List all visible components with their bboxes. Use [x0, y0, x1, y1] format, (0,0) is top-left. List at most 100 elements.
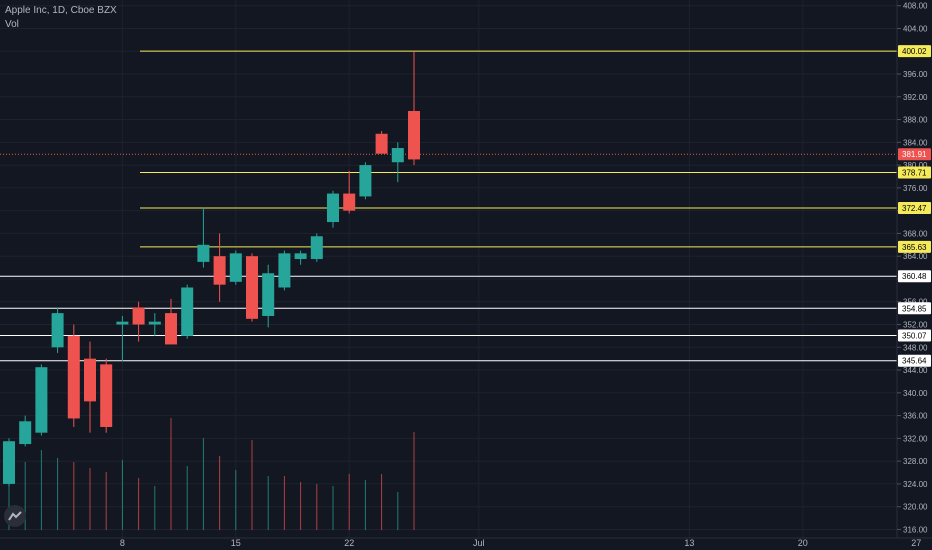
candle-body: [197, 244, 210, 262]
time-tick-label: 15: [231, 538, 241, 548]
price-tick-label: 388.00: [903, 116, 928, 125]
volume-bar: [219, 456, 221, 530]
tradingview-logo-icon[interactable]: [4, 505, 26, 527]
price-tick-label: 336.00: [903, 412, 928, 421]
candle-body: [359, 165, 372, 197]
candle-body: [84, 358, 96, 402]
support-price-label-bg: [898, 240, 931, 253]
volume-bar: [170, 418, 172, 530]
candle-body: [229, 253, 242, 282]
candle-body: [51, 313, 64, 348]
symbol-title: Apple Inc, 1D, Cboe BZX: [5, 5, 117, 16]
time-tick-label: 27: [911, 538, 921, 548]
volume-bar: [364, 480, 366, 530]
volume-bar: [105, 472, 107, 530]
candle-body: [262, 273, 275, 316]
price-tick-label: 324.00: [903, 480, 928, 489]
price-tick-label: 352.00: [903, 321, 928, 330]
volume-bar: [300, 482, 302, 530]
price-tick-label: 316.00: [903, 525, 928, 534]
level-price-label: 354.85: [902, 304, 927, 313]
chart-legend: Apple Inc, 1D, Cboe BZX Vol: [5, 4, 117, 32]
price-tick-label: 392.00: [903, 93, 928, 102]
time-tick-label: 13: [684, 538, 694, 548]
candle-body: [246, 256, 258, 319]
candle-body: [181, 287, 194, 336]
candle-body: [100, 364, 113, 427]
candle-body: [165, 313, 177, 345]
volume-bar: [316, 484, 318, 530]
level-price-label-bg: [898, 270, 931, 283]
candle-body: [391, 148, 404, 163]
price-tick-label: 408.00: [903, 2, 928, 11]
price-tick-label: 348.00: [903, 343, 928, 352]
candle-body: [327, 193, 339, 223]
price-tick-label: 396.00: [903, 70, 928, 79]
support-price-label: 372.47: [902, 204, 927, 213]
level-price-label: 345.64: [902, 357, 927, 366]
price-tick-label: 344.00: [903, 366, 928, 375]
candle-body: [310, 236, 323, 260]
volume-bar: [186, 466, 188, 530]
candle-body: [132, 307, 145, 325]
time-tick-label: 20: [798, 538, 808, 548]
volume-bar: [413, 432, 415, 530]
price-tick-label: 376.00: [903, 184, 928, 193]
candle-body: [116, 321, 129, 325]
candle-body: [67, 335, 80, 419]
volume-bar: [73, 462, 75, 530]
volume-bar: [154, 486, 156, 530]
volume-bar: [332, 486, 334, 530]
candle-body: [35, 367, 48, 433]
volume-bar: [235, 470, 237, 530]
volume-label: Vol: [5, 19, 19, 30]
candle-body: [294, 253, 307, 260]
price-tick-label: 384.00: [903, 138, 928, 147]
candle-body: [148, 321, 161, 325]
volume-bar: [251, 440, 253, 530]
last-price-label-bg: [898, 148, 931, 161]
volume-bar: [202, 438, 204, 530]
time-tick-label: Jul: [473, 538, 485, 548]
volume-bar: [381, 474, 383, 530]
last-price-label: 381.91: [902, 150, 927, 159]
level-price-label-bg: [898, 329, 931, 342]
level-price-label-bg: [898, 302, 931, 315]
volume-bar: [40, 450, 42, 530]
price-tick-label: 332.00: [903, 434, 928, 443]
time-tick-label: 8: [120, 538, 125, 548]
price-tick-label: 380.00: [903, 161, 928, 170]
candle-body: [343, 193, 356, 211]
volume-bar: [24, 462, 26, 530]
level-price-label: 350.07: [902, 331, 927, 340]
level-price-label: 360.48: [902, 272, 927, 281]
price-tick-label: 368.00: [903, 229, 928, 238]
volume-bar: [89, 468, 91, 530]
candle-body: [3, 441, 15, 484]
volume-bar: [138, 478, 140, 530]
support-price-label-bg: [898, 45, 931, 58]
price-tick-label: 328.00: [903, 457, 928, 466]
price-tick-label: 404.00: [903, 24, 928, 33]
volume-bar: [283, 476, 285, 530]
candle-body: [278, 253, 291, 288]
volume-bar: [267, 476, 269, 530]
candle-body: [19, 421, 32, 445]
volume-bar: [57, 458, 59, 530]
volume-bar: [397, 492, 399, 530]
candle-body: [375, 133, 388, 154]
candle-body: [213, 256, 226, 285]
support-price-label-bg: [898, 166, 931, 179]
support-price-label: 400.02: [902, 47, 927, 56]
support-price-label: 378.71: [902, 168, 927, 177]
support-price-label-bg: [898, 201, 931, 214]
price-tick-label: 364.00: [903, 252, 928, 261]
price-tick-label: 340.00: [903, 389, 928, 398]
support-price-label: 365.63: [902, 243, 927, 252]
price-tick-label: 356.00: [903, 298, 928, 307]
volume-bar: [348, 474, 350, 530]
volume-bar: [121, 460, 123, 530]
candle-body: [408, 111, 420, 160]
